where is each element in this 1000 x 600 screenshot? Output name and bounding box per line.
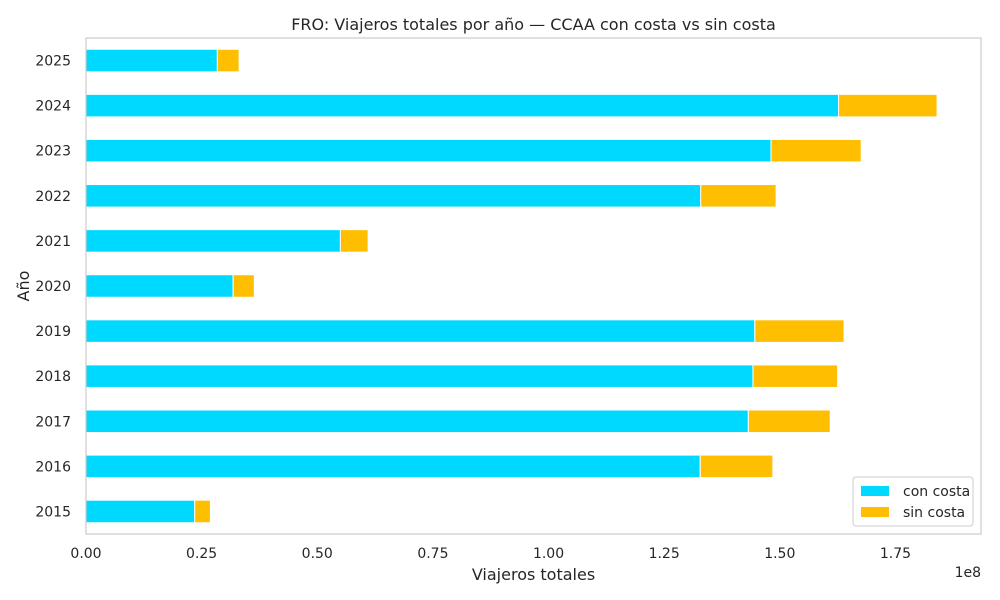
x-tick-label: 1.00	[533, 546, 564, 562]
bar-sin-costa-2018	[752, 364, 839, 388]
y-tick-label: 2024	[35, 99, 71, 115]
bar-con-costa-2022	[85, 184, 702, 208]
y-tick-label: 2016	[35, 459, 71, 475]
bar-sin-costa-2023	[770, 138, 862, 163]
y-tick-label: 2022	[35, 189, 71, 205]
bar-sin-costa-2016	[699, 454, 774, 479]
bar-con-costa-2016	[85, 454, 701, 479]
y-tick-label: 2015	[35, 504, 71, 520]
legend-label-con-costa: con costa	[903, 484, 970, 500]
bar-sin-costa-2020	[232, 274, 255, 298]
y-tick-label: 2021	[35, 234, 71, 250]
bars-layer	[85, 48, 938, 524]
y-tick-label: 2018	[35, 369, 71, 385]
bar-sin-costa-2021	[339, 229, 369, 253]
legend-label-sin-costa: sin costa	[903, 505, 965, 521]
bar-con-costa-2020	[85, 274, 234, 298]
x-tick-label: 1.50	[764, 546, 795, 562]
bar-con-costa-2017	[85, 409, 749, 434]
bar-sin-costa-2022	[700, 184, 777, 208]
bar-con-costa-2025	[85, 48, 218, 73]
chart-title: FRO: Viajeros totales por año — CCAA con…	[291, 15, 776, 34]
bar-sin-costa-2019	[754, 319, 845, 343]
y-tick-label: 2025	[35, 54, 71, 70]
x-axis-scale-label: 1e8	[955, 565, 981, 581]
x-tick-labels: 0.00 0.25 0.50 0.75 1.00 1.25 1.50 1.75	[70, 546, 911, 562]
legend: con costa sin costa	[852, 476, 974, 527]
x-tick-label: 0.50	[302, 546, 333, 562]
legend-swatch-sin-costa	[861, 507, 889, 517]
bar-sin-costa-2015	[194, 499, 211, 524]
y-tick-labels: 2015 2016 2017 2018 2019 2020 2021 2022 2023 2024…	[35, 54, 71, 521]
x-tick-label: 1.25	[649, 546, 680, 562]
y-tick-label: 2023	[35, 144, 71, 160]
legend-swatch-con-costa	[861, 486, 889, 496]
bar-con-costa-2024	[85, 93, 840, 118]
bar-sin-costa-2025	[216, 48, 240, 73]
bar-con-costa-2015	[85, 499, 196, 524]
bar-con-costa-2018	[85, 364, 754, 388]
x-tick-label: 0.75	[417, 546, 448, 562]
y-tick-label: 2017	[35, 414, 71, 430]
bar-con-costa-2021	[85, 229, 341, 253]
plot-frame	[85, 37, 982, 535]
x-axis-title: Viajeros totales	[472, 565, 595, 584]
bar-sin-costa-2017	[747, 409, 831, 434]
y-axis-title: Año	[14, 271, 33, 302]
x-tick-label: 0.00	[70, 546, 101, 562]
x-tick-label: 0.25	[186, 546, 217, 562]
bar-sin-costa-2024	[838, 93, 938, 118]
bar-con-costa-2023	[85, 138, 772, 163]
bar-con-costa-2019	[85, 319, 756, 343]
y-tick-label: 2020	[35, 279, 71, 295]
x-tick-label: 1.75	[880, 546, 911, 562]
y-tick-label: 2019	[35, 324, 71, 340]
